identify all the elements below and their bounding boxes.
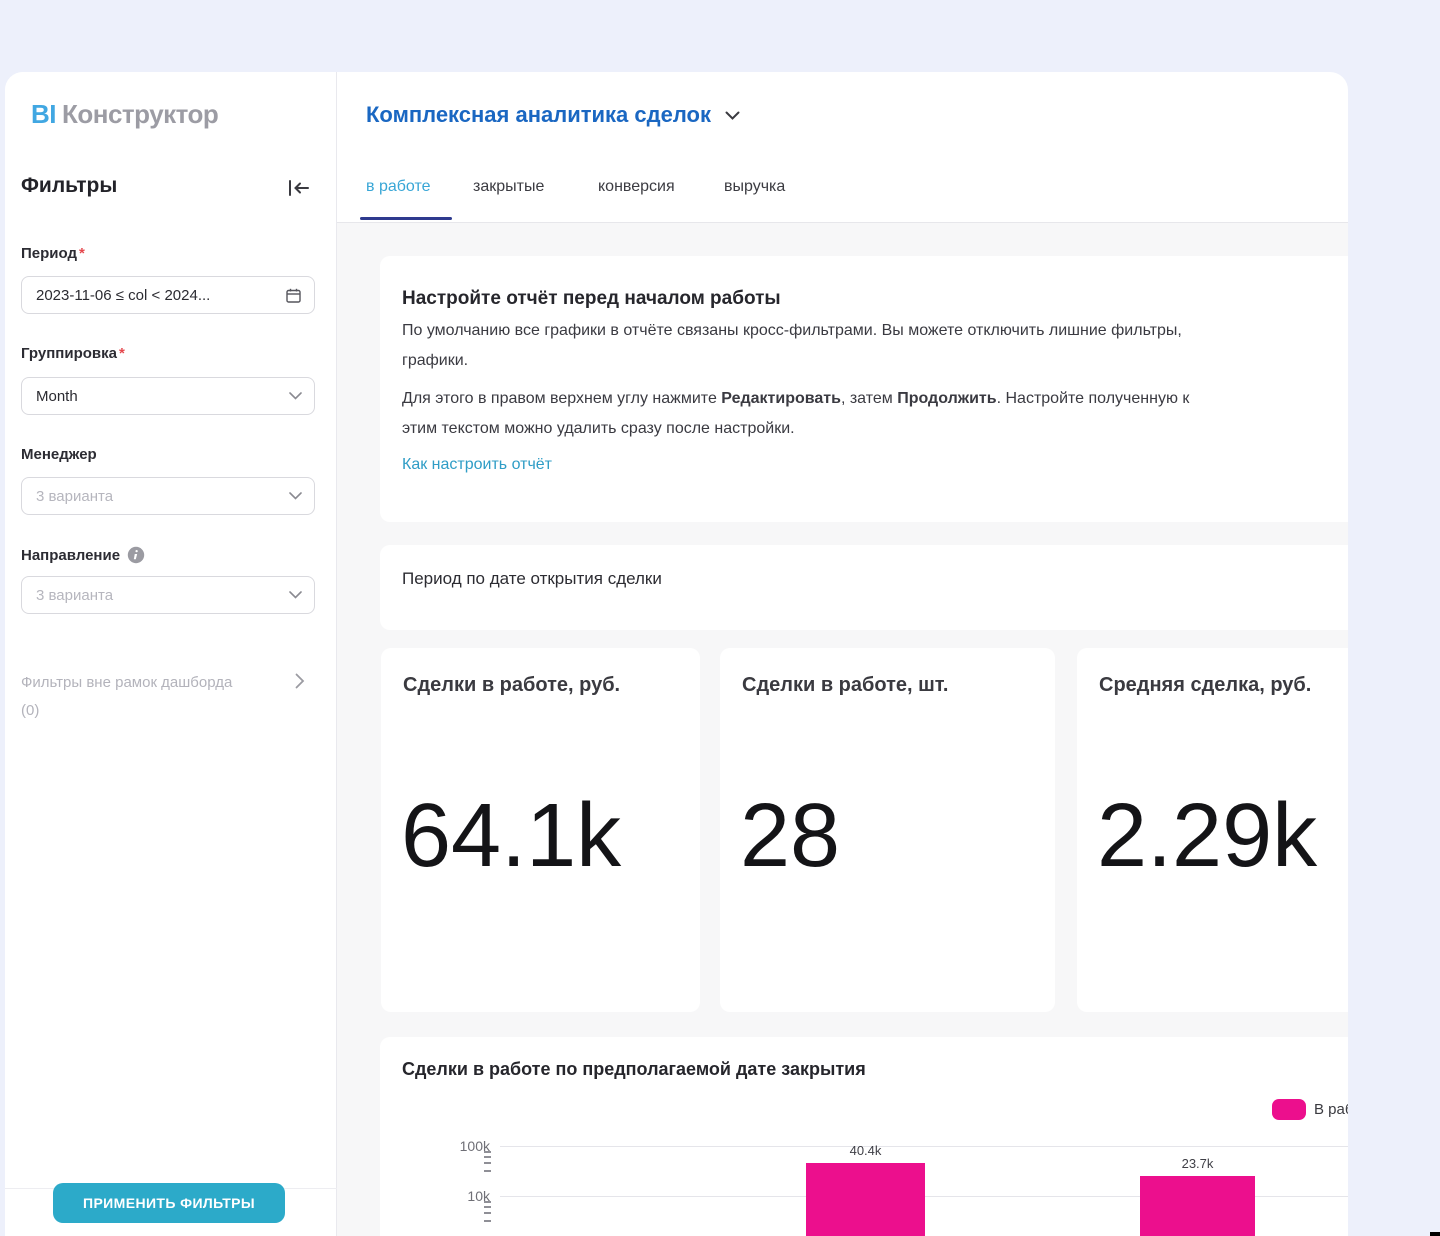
app-window: BIКонструктор Фильтры Период* 2023-11-06… bbox=[5, 72, 1348, 1236]
y-minor-tick bbox=[484, 1156, 491, 1158]
outer-filters-count: (0) bbox=[21, 697, 276, 725]
legend-label: В работе bbox=[1314, 1101, 1348, 1118]
y-minor-tick bbox=[484, 1151, 491, 1153]
chevron-down-icon bbox=[289, 591, 302, 599]
dashboard-title-dropdown[interactable]: Комплексная аналитика сделок bbox=[366, 102, 740, 128]
bar-in-progress-2[interactable] bbox=[1140, 1176, 1255, 1236]
kpi-card-deals-count: Сделки в работе, шт. 28 bbox=[720, 648, 1055, 1012]
page-title: Комплексная аналитика сделок bbox=[366, 102, 711, 128]
direction-select[interactable]: 3 варианта bbox=[21, 576, 315, 614]
bar-value-label: 23.7k bbox=[1140, 1156, 1255, 1172]
app-logo: BIКонструктор bbox=[31, 99, 218, 130]
direction-label: Направление bbox=[21, 546, 145, 564]
period-date-input[interactable]: 2023-11-06 ≤ col < 2024... bbox=[21, 276, 315, 314]
bar-chart-card: Сделки в работе по предполагаемой дате з… bbox=[380, 1037, 1348, 1236]
screen-corner-artifact bbox=[1430, 1232, 1440, 1236]
panel-collapse-icon bbox=[286, 176, 312, 200]
chart-legend[interactable]: В работе bbox=[1272, 1099, 1348, 1120]
tab-conversion[interactable]: конверсия bbox=[598, 178, 675, 196]
y-minor-tick bbox=[484, 1201, 491, 1203]
period-card-text: Период по дате открытия сделки bbox=[402, 569, 662, 589]
y-minor-tick bbox=[484, 1212, 491, 1214]
outer-filters-link[interactable]: Фильтры вне рамок дашборда (0) bbox=[21, 669, 276, 725]
required-mark: * bbox=[79, 245, 85, 262]
info-card-title: Настройте отчёт перед началом работы bbox=[402, 288, 781, 310]
legend-swatch bbox=[1272, 1099, 1306, 1120]
y-axis-tick-10k: 10k bbox=[420, 1188, 490, 1204]
y-axis-tick-100k: 100k bbox=[420, 1138, 490, 1154]
chevron-right-icon bbox=[295, 673, 305, 689]
period-value: 2023-11-06 ≤ col < 2024... bbox=[36, 287, 285, 304]
setup-info-card: Настройте отчёт перед началом работы По … bbox=[380, 256, 1348, 522]
bar-in-progress-1[interactable] bbox=[806, 1163, 925, 1236]
calendar-icon bbox=[285, 287, 302, 304]
filters-heading: Фильтры bbox=[21, 174, 117, 198]
info-paragraph-line: По умолчанию все графики в отчёте связан… bbox=[402, 322, 1182, 340]
outer-filters-text: Фильтры вне рамок дашборда bbox=[21, 669, 276, 697]
chevron-down-icon bbox=[289, 392, 302, 400]
kpi-title: Средняя сделка, руб. bbox=[1099, 674, 1311, 697]
chevron-down-icon bbox=[289, 492, 302, 500]
tab-in-progress[interactable]: в работе bbox=[366, 178, 431, 196]
how-to-configure-link[interactable]: Как настроить отчёт bbox=[402, 456, 552, 474]
kpi-value: 2.29k bbox=[1097, 786, 1317, 886]
y-minor-tick bbox=[484, 1170, 491, 1172]
bar-value-label: 40.4k bbox=[806, 1143, 925, 1159]
period-label: Период* bbox=[21, 245, 85, 262]
info-paragraph-line: графики. bbox=[402, 352, 468, 370]
y-minor-tick bbox=[484, 1220, 491, 1222]
kpi-value: 64.1k bbox=[401, 786, 621, 886]
sidebar-collapse-button[interactable] bbox=[286, 176, 312, 200]
dashboard-content: Настройте отчёт перед началом работы По … bbox=[337, 223, 1348, 1236]
y-minor-tick bbox=[484, 1206, 491, 1208]
manager-label: Менеджер bbox=[21, 446, 97, 463]
grouping-label: Группировка* bbox=[21, 345, 125, 362]
info-paragraph-line: этим текстом можно удалить сразу после н… bbox=[402, 420, 795, 438]
chart-title: Сделки в работе по предполагаемой дате з… bbox=[402, 1059, 866, 1080]
apply-filters-button[interactable]: ПРИМЕНИТЬ ФИЛЬТРЫ bbox=[53, 1183, 285, 1223]
logo-name: Конструктор bbox=[62, 99, 218, 129]
filters-sidebar: BIКонструктор Фильтры Период* 2023-11-06… bbox=[5, 72, 337, 1236]
grouping-select[interactable]: Month bbox=[21, 377, 315, 415]
chevron-down-icon bbox=[725, 111, 740, 120]
manager-select[interactable]: 3 варианта bbox=[21, 477, 315, 515]
info-paragraph-line: Для этого в правом верхнем углу нажмите … bbox=[402, 390, 1189, 408]
active-tab-underline bbox=[360, 217, 452, 220]
kpi-card-avg-deal: Средняя сделка, руб. 2.29k bbox=[1077, 648, 1348, 1012]
kpi-value: 28 bbox=[740, 786, 840, 886]
required-mark: * bbox=[119, 345, 125, 362]
manager-placeholder: 3 варианта bbox=[36, 488, 289, 505]
info-icon[interactable] bbox=[127, 546, 145, 564]
tab-closed[interactable]: закрытые bbox=[473, 178, 544, 196]
kpi-title: Сделки в работе, шт. bbox=[742, 674, 948, 697]
direction-placeholder: 3 варианта bbox=[36, 587, 289, 604]
period-card: Период по дате открытия сделки bbox=[380, 545, 1348, 630]
grouping-value: Month bbox=[36, 388, 289, 405]
y-minor-tick bbox=[484, 1162, 491, 1164]
logo-bi: BI bbox=[31, 99, 56, 129]
kpi-card-deals-rub: Сделки в работе, руб. 64.1k bbox=[381, 648, 700, 1012]
tab-revenue[interactable]: выручка bbox=[724, 178, 785, 196]
kpi-title: Сделки в работе, руб. bbox=[403, 674, 620, 697]
